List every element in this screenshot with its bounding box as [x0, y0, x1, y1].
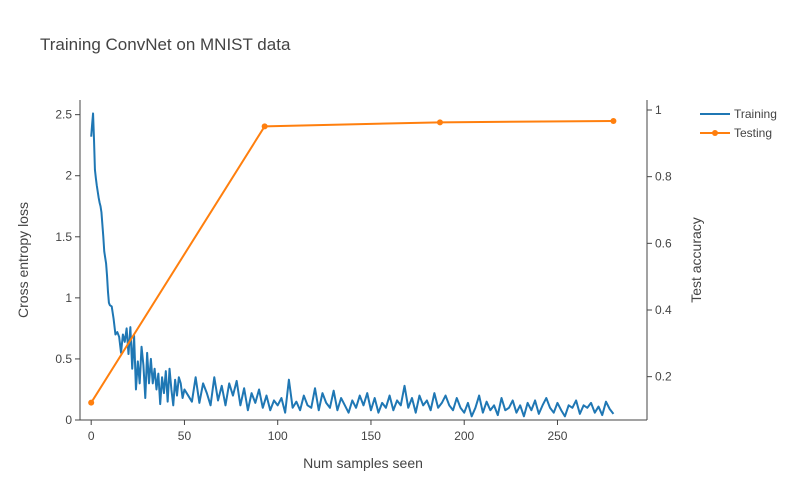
legend-marker-testing	[712, 130, 718, 136]
series-point-testing	[436, 119, 443, 126]
y2-tick-label: 0.2	[655, 370, 672, 384]
left-y-axis: 0 0.5 1 1.5 2 2.5	[55, 100, 81, 427]
x-tick-label: 100	[268, 429, 288, 443]
y-tick-label: 1.5	[55, 230, 72, 244]
series-point-testing	[261, 123, 268, 130]
y2-tick-label: 0.4	[655, 303, 672, 317]
legend: Training Testing	[700, 107, 777, 140]
series-point-testing	[88, 399, 95, 406]
x-axis-title: Num samples seen	[303, 455, 423, 471]
y2-axis-title: Test accuracy	[688, 217, 704, 303]
y2-tick-label: 0.8	[655, 170, 672, 184]
series-line-testing	[90, 120, 614, 404]
x-axis: 0 50 100 150 200 250	[80, 419, 647, 443]
x-tick-label: 50	[178, 429, 192, 443]
right-y-axis: 0.2 0.4 0.6 0.8 1	[646, 100, 672, 420]
x-tick-label: 150	[361, 429, 381, 443]
y2-tick-label: 1	[655, 103, 662, 117]
y-tick-label: 0.5	[55, 352, 72, 366]
chart-title: Training ConvNet on MNIST data	[40, 35, 291, 54]
y-tick-label: 2	[65, 169, 72, 183]
y-axis-title: Cross entropy loss	[15, 202, 31, 318]
y-tick-label: 1	[65, 291, 72, 305]
x-tick-label: 250	[547, 429, 567, 443]
y-tick-label: 0	[65, 413, 72, 427]
legend-label-training: Training	[734, 107, 777, 121]
legend-label-testing: Testing	[734, 126, 772, 140]
series-line-training	[90, 112, 615, 418]
plot-area	[88, 112, 617, 418]
x-tick-label: 0	[88, 429, 95, 443]
y-tick-label: 2.5	[55, 108, 72, 122]
series-point-testing	[610, 118, 617, 124]
x-tick-label: 200	[454, 429, 474, 443]
y2-tick-label: 0.6	[655, 236, 672, 250]
